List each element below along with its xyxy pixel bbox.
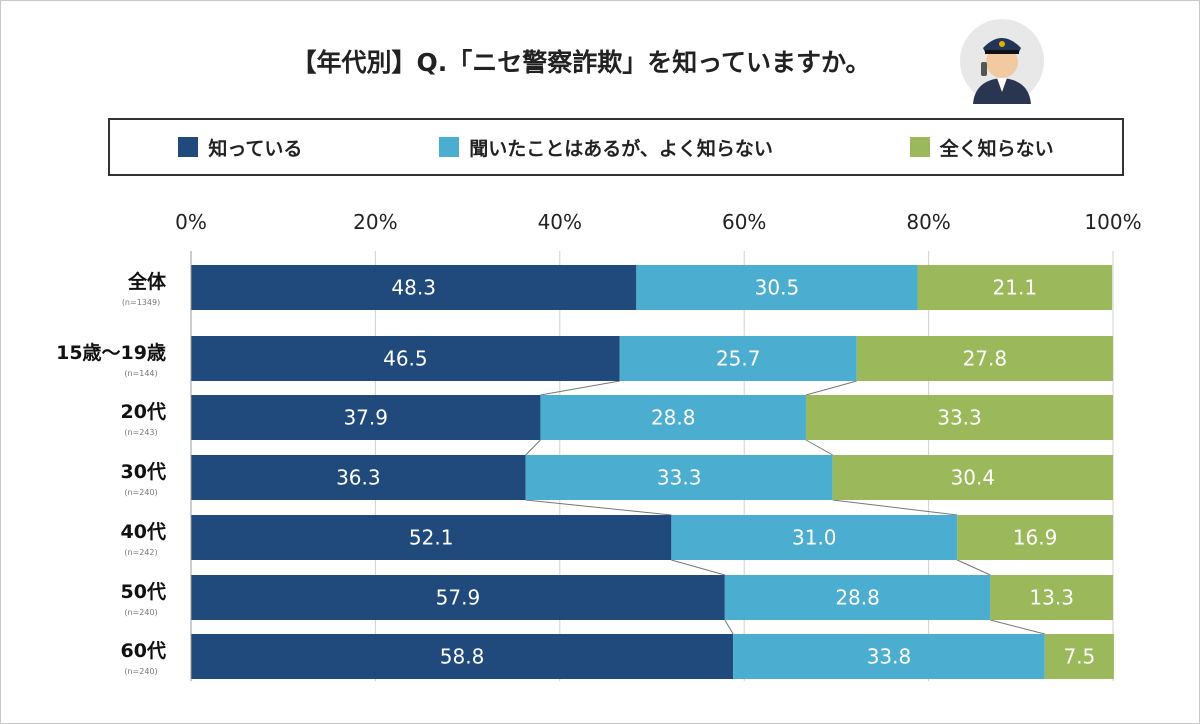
data-label: 48.3 <box>391 276 436 300</box>
connector-line <box>525 499 672 516</box>
data-label: 28.8 <box>835 586 880 610</box>
x-tick-label: 40% <box>538 210 582 234</box>
bar-segment <box>191 455 526 500</box>
bar-segment <box>990 575 1113 620</box>
category-label: 15歳〜19歳 <box>56 342 166 364</box>
data-label: 13.3 <box>1029 586 1074 610</box>
police-officer-icon <box>960 19 1044 104</box>
bar-segment <box>671 515 958 560</box>
category-label: 40代 <box>121 521 166 543</box>
data-label: 33.3 <box>657 466 702 490</box>
x-tick-label: 80% <box>906 210 950 234</box>
bar-segment <box>191 634 734 679</box>
data-label: 52.1 <box>409 526 454 550</box>
bar-segment <box>525 455 833 500</box>
data-label: 33.8 <box>867 645 912 669</box>
bar-segment <box>832 455 1113 500</box>
legend-label: 知っている <box>208 137 303 160</box>
connector-line <box>805 380 857 396</box>
bar-segment <box>724 575 991 620</box>
bar-segment <box>191 265 637 310</box>
data-label: 30.5 <box>755 276 800 300</box>
x-tick-label: 60% <box>722 210 766 234</box>
connector-line <box>671 559 725 576</box>
legend-label: 全く知らない <box>939 137 1054 160</box>
legend-item: 全く知らない <box>909 134 1054 161</box>
bar-segment <box>191 395 541 440</box>
bar-segment <box>805 395 1113 440</box>
category-label: 50代 <box>121 581 166 603</box>
data-label: 28.8 <box>651 406 696 430</box>
bar-segment <box>917 265 1113 310</box>
data-label: 36.3 <box>336 466 381 490</box>
bar-segment <box>619 336 857 381</box>
connector-line <box>525 439 541 456</box>
data-label: 37.9 <box>343 406 388 430</box>
sample-size-label: (n=242) <box>124 548 157 557</box>
sample-size-label: (n=1349) <box>122 298 160 307</box>
x-tick-label: 100% <box>1084 210 1141 234</box>
data-label: 25.7 <box>716 347 761 371</box>
category-label: 30代 <box>121 461 166 483</box>
legend-label: 聞いたことはあるが、よく知らない <box>469 137 773 160</box>
data-label: 57.9 <box>436 586 481 610</box>
bar-segment <box>1044 634 1114 679</box>
connector-line <box>805 439 833 456</box>
connector-line <box>956 559 991 576</box>
sample-size-label: (n=144) <box>124 369 157 378</box>
legend-swatch <box>178 137 199 157</box>
x-tick-label: 0% <box>175 210 207 234</box>
data-label: 16.9 <box>1013 526 1058 550</box>
category-label: 全体 <box>127 270 167 293</box>
sample-size-label: (n=240) <box>124 488 157 497</box>
bar-segment <box>636 265 918 310</box>
bar-segment <box>856 336 1113 381</box>
data-label: 21.1 <box>993 276 1038 300</box>
data-label: 33.3 <box>937 406 982 430</box>
data-label: 58.8 <box>440 645 485 669</box>
bar-segment <box>191 575 725 620</box>
bar-segment <box>540 395 806 440</box>
chart-title: 【年代別】Q.「ニセ警察詐欺」を知っていますか。 <box>291 48 871 77</box>
data-label: 31.0 <box>792 526 837 550</box>
sample-size-label: (n=243) <box>124 428 157 437</box>
legend-swatch <box>439 137 460 157</box>
bar-segment <box>191 515 672 560</box>
connector-line <box>990 619 1045 635</box>
bar-segment <box>957 515 1113 560</box>
connector-line <box>540 380 620 396</box>
x-tick-label: 20% <box>353 210 397 234</box>
legend-item: 知っている <box>178 134 302 161</box>
category-label: 60代 <box>121 640 166 662</box>
category-label: 20代 <box>121 401 166 423</box>
data-label: 46.5 <box>383 347 428 371</box>
data-label: 7.5 <box>1063 645 1095 669</box>
sample-size-label: (n=240) <box>124 667 157 676</box>
bar-segment <box>191 336 620 381</box>
bar-segment <box>733 634 1045 679</box>
connector-line <box>832 499 958 516</box>
legend-item: 聞いたことはあるが、よく知らない <box>439 134 773 161</box>
legend-swatch <box>909 137 930 157</box>
connector-line <box>724 619 734 635</box>
legend: 知っている 聞いたことはあるが、よく知らない 全く知らない <box>108 118 1124 176</box>
data-label: 27.8 <box>963 347 1008 371</box>
data-label: 30.4 <box>951 466 996 490</box>
sample-size-label: (n=240) <box>124 608 157 617</box>
